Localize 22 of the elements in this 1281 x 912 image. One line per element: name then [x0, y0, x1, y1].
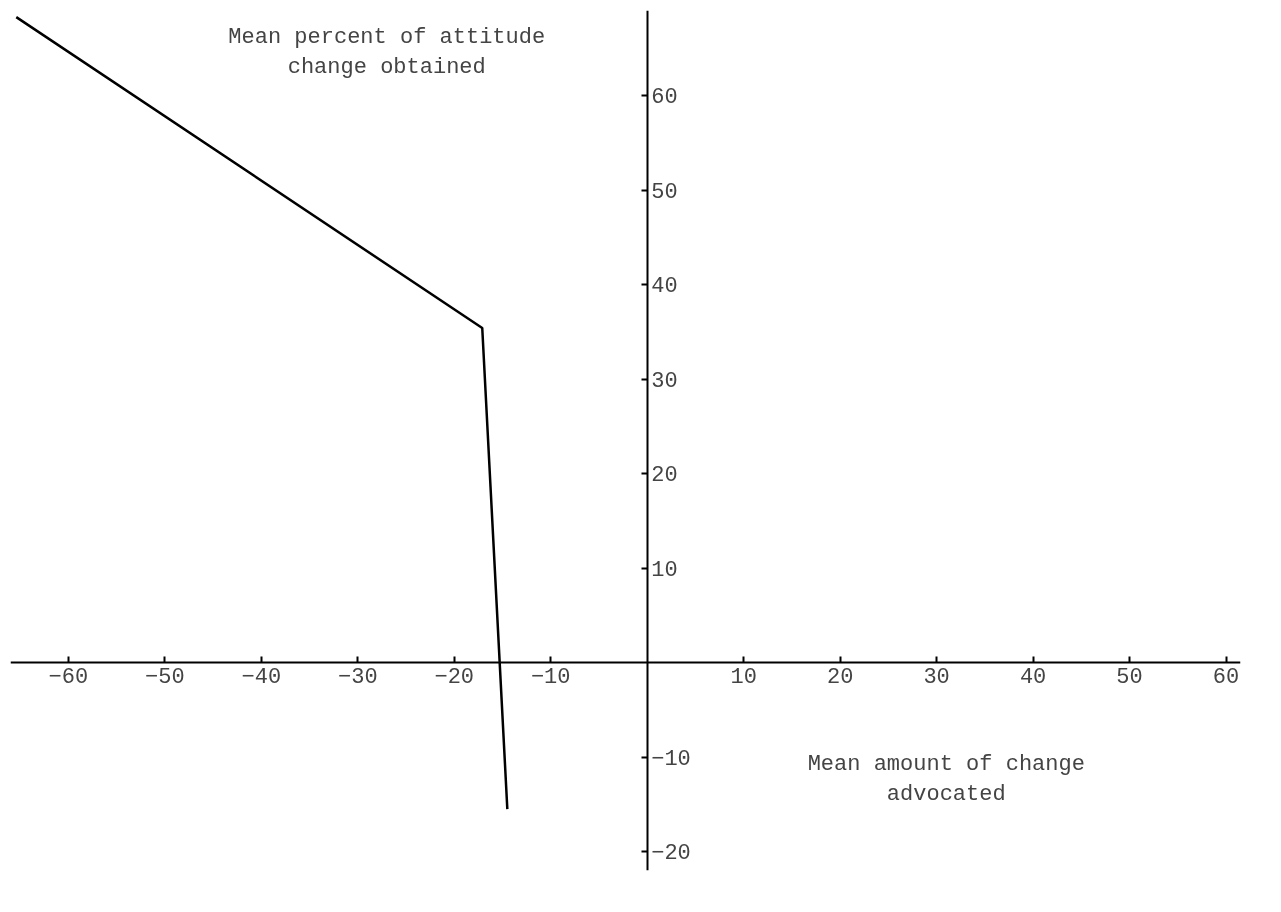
x-tick-label: −50: [145, 664, 185, 690]
x-tick-label: 30: [923, 664, 950, 690]
x-tick-label: −20: [434, 664, 475, 690]
x-tick-label: −30: [337, 664, 378, 690]
x-tick-label: −10: [530, 664, 571, 690]
x-tick-label: −60: [48, 664, 89, 690]
x-tick-label: 50: [1116, 664, 1143, 690]
y-tick-label: 40: [651, 274, 678, 300]
y-tick-label: 10: [651, 557, 678, 583]
x-tick-label: 20: [826, 664, 854, 690]
y-tick-label: 30: [651, 368, 678, 394]
x-axis-title: Mean amount of change advocated: [807, 752, 1085, 808]
x-tick-label: 60: [1212, 664, 1240, 690]
y-tick-label: 50: [651, 179, 678, 205]
x-tick-label: −40: [241, 664, 282, 690]
y-tick-label: 20: [651, 463, 678, 489]
y-axis-title: Mean percent of attitude change obtained: [228, 24, 546, 80]
y-tick-label: 60: [651, 85, 678, 111]
x-tick-label: 40: [1019, 664, 1047, 690]
y-tick-label: −20: [651, 841, 691, 867]
y-tick-label: −10: [651, 746, 691, 772]
x-tick-label: 10: [730, 664, 757, 690]
